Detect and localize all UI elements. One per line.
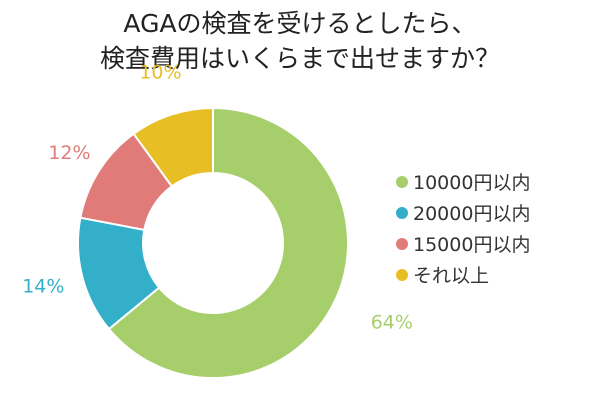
percent-label: 14% [22,275,64,297]
legend-label: それ以上 [413,265,489,287]
percent-label: 10% [139,61,181,83]
legend-label: 10000円以内 [413,172,530,194]
donut-slice [107,106,349,379]
chart-title-line-1: AGAの検査を受けるとしたら、 [123,9,476,38]
chart-title-line-2: 検査費用はいくらまで出せますか？ [100,44,500,73]
legend-marker [396,207,408,219]
percent-labels: 64% 14% 12% 10% [22,61,413,333]
percent-label: 64% [371,311,413,333]
legend-marker [396,269,408,281]
legend-marker [396,238,408,250]
percent-label: 12% [48,142,90,164]
chart-title: AGAの検査を受けるとしたら、 検査費用はいくらまで出せますか？ [100,9,500,73]
legend-label: 15000円以内 [413,234,530,256]
legend-marker [396,176,408,188]
legend-label: 20000円以内 [413,203,530,225]
donut-slice [132,106,214,188]
donut-slices [77,106,349,379]
